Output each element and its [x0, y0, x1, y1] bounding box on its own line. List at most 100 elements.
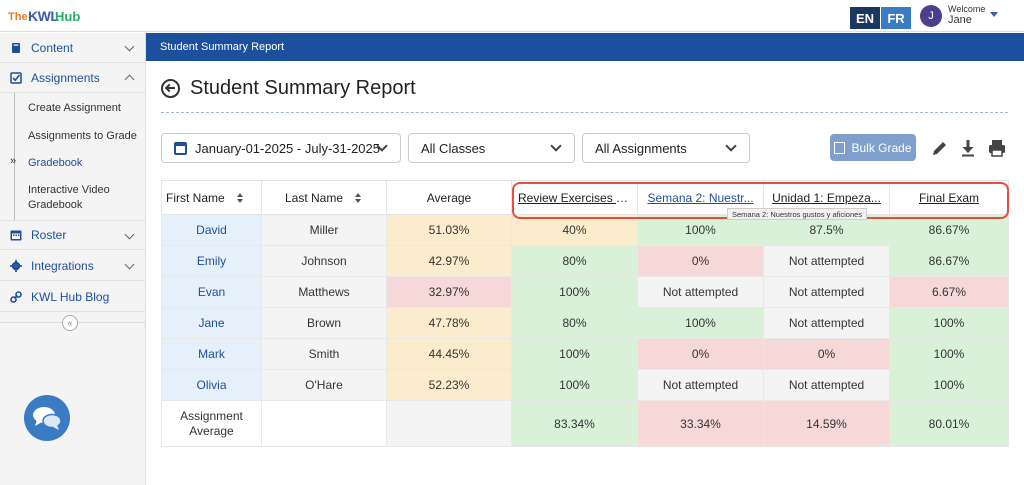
student-last-name: Brown	[261, 307, 387, 339]
student-first-name[interactable]: Jane	[161, 307, 262, 339]
assignment-average-cell: 14.59%	[763, 400, 890, 447]
page-title: Student Summary Report	[190, 77, 416, 99]
score-cell: 100%	[511, 369, 638, 401]
score-cell: 100%	[511, 276, 638, 308]
chevron-down-icon	[550, 140, 562, 152]
assignment-average-row: Assignment Average 83.34% 33.34% 14.59% …	[161, 400, 1009, 447]
empty-cell	[386, 400, 512, 447]
user-name: Jane	[948, 14, 972, 26]
student-last-name: O'Hare	[261, 369, 387, 401]
calendar-icon	[10, 230, 22, 241]
assignment-link-unidad-1[interactable]: Unidad 1: Empeza...	[772, 190, 881, 205]
sidebar-item-integrations[interactable]: Integrations	[0, 251, 145, 281]
sidebar-item-roster[interactable]: Roster	[0, 220, 145, 250]
student-last-name: Johnson	[261, 245, 387, 277]
language-en-button[interactable]: EN	[850, 7, 880, 29]
score-cell: 100%	[889, 369, 1009, 401]
link-icon	[10, 290, 22, 303]
assignment-average-cell: 33.34%	[637, 400, 764, 447]
score-cell: 40%	[511, 214, 638, 246]
chevron-down-icon	[124, 229, 135, 240]
report-header-bar: Student Summary Report	[146, 33, 1024, 61]
student-last-name: Matthews	[261, 276, 387, 308]
chat-bubbles-icon	[33, 407, 62, 430]
print-icon[interactable]	[987, 138, 1007, 158]
last-name-header[interactable]: Last Name	[261, 180, 387, 215]
sidebar-item-blog[interactable]: KWL Hub Blog	[0, 282, 145, 312]
user-menu-chevron-down-icon[interactable]	[990, 12, 998, 17]
download-icon[interactable]	[958, 138, 978, 158]
score-cell: Not attempted	[763, 276, 890, 308]
sort-icon[interactable]	[355, 193, 363, 204]
divider	[161, 112, 1008, 113]
score-cell: 0%	[637, 338, 764, 370]
score-cell: 0%	[763, 338, 890, 370]
sidebar: Content Assignments Create Assignment As…	[0, 33, 146, 485]
average-header: Average	[386, 180, 512, 215]
table-row: Jane Brown 47.78% 80% 100% Not attempted…	[161, 307, 1009, 339]
first-name-header[interactable]: First Name	[161, 180, 262, 215]
score-cell: 100%	[889, 338, 1009, 370]
score-cell: 100%	[511, 338, 638, 370]
table-header-row: First Name Last Name Average Review Exer…	[161, 180, 1009, 215]
score-cell: 0%	[637, 245, 764, 277]
student-last-name: Smith	[261, 338, 387, 370]
language-fr-button[interactable]: FR	[881, 7, 911, 29]
score-cell: 80%	[511, 307, 638, 339]
assignment-link-final-exam[interactable]: Final Exam	[918, 190, 980, 205]
submenu-line	[14, 93, 15, 221]
kwl-hub-logo[interactable]: The KWL Hub	[8, 8, 81, 24]
gear-icon	[10, 259, 22, 272]
back-button[interactable]	[161, 79, 180, 98]
pencil-icon[interactable]	[930, 138, 950, 158]
student-summary-table: First Name Last Name Average Review Exer…	[161, 180, 1009, 447]
top-bar: The KWL Hub EN FR J Welcome Jane	[0, 0, 1024, 32]
sidebar-item-assignments-to-grade[interactable]: Assignments to Grade	[28, 129, 137, 142]
score-cell: Not attempted	[637, 276, 764, 308]
empty-cell	[261, 400, 387, 447]
assignment-link-semana-2[interactable]: Semana 2: Nuestr...	[647, 190, 754, 205]
score-cell: 80%	[511, 245, 638, 277]
assignment-header-1[interactable]: Review Exercises (l...	[511, 180, 638, 215]
collapse-sidebar-button[interactable]: «	[62, 315, 78, 331]
student-first-name[interactable]: Olivia	[161, 369, 262, 401]
score-cell: 6.67%	[889, 276, 1009, 308]
average-cell: 32.97%	[386, 276, 512, 308]
sort-icon[interactable]	[236, 193, 245, 204]
student-first-name[interactable]: David	[161, 214, 262, 246]
student-first-name[interactable]: Mark	[161, 338, 262, 370]
score-cell: Not attempted	[763, 369, 890, 401]
chat-button[interactable]	[24, 395, 70, 441]
chevron-down-icon	[124, 41, 135, 52]
score-cell: 100%	[889, 307, 1009, 339]
table-row: Evan Matthews 32.97% 100% Not attempted …	[161, 276, 1009, 308]
score-cell: Not attempted	[763, 245, 890, 277]
average-cell: 44.45%	[386, 338, 512, 370]
student-first-name[interactable]: Emily	[161, 245, 262, 277]
chevron-down-icon	[725, 140, 737, 152]
chevron-up-icon	[124, 74, 135, 85]
table-row: Emily Johnson 42.97% 80% 0% Not attempte…	[161, 245, 1009, 277]
assignment-tooltip: Semana 2: Nuestros gustos y aficiones	[727, 208, 868, 220]
sidebar-item-gradebook[interactable]: » Gradebook	[10, 155, 83, 169]
active-marker-icon: »	[10, 155, 17, 167]
average-cell: 51.03%	[386, 214, 512, 246]
class-filter[interactable]: All Classes	[408, 133, 575, 163]
student-last-name: Miller	[261, 214, 387, 246]
assignment-average-label: Assignment Average	[161, 400, 262, 447]
assignment-average-cell: 80.01%	[889, 400, 1009, 447]
assignment-header-4[interactable]: Final Exam	[889, 180, 1009, 215]
bulk-grade-button[interactable]: Bulk Grade	[830, 134, 916, 161]
assignment-filter[interactable]: All Assignments	[582, 133, 750, 163]
welcome-text: Welcome Jane	[948, 4, 986, 26]
score-cell: 86.67%	[889, 245, 1009, 277]
assignment-average-cell: 83.34%	[511, 400, 638, 447]
avatar[interactable]: J	[920, 5, 942, 27]
sidebar-item-create-assignment[interactable]: Create Assignment	[28, 101, 121, 114]
date-range-filter[interactable]: January-01-2025 - July-31-2025	[161, 133, 401, 163]
sidebar-item-content[interactable]: Content	[0, 33, 145, 63]
assignment-link-review-exercises[interactable]: Review Exercises (l...	[518, 190, 633, 205]
student-first-name[interactable]: Evan	[161, 276, 262, 308]
sidebar-item-interactive-video-gradebook[interactable]: Interactive Video Gradebook	[28, 184, 110, 211]
sidebar-item-assignments[interactable]: Assignments	[0, 63, 145, 93]
